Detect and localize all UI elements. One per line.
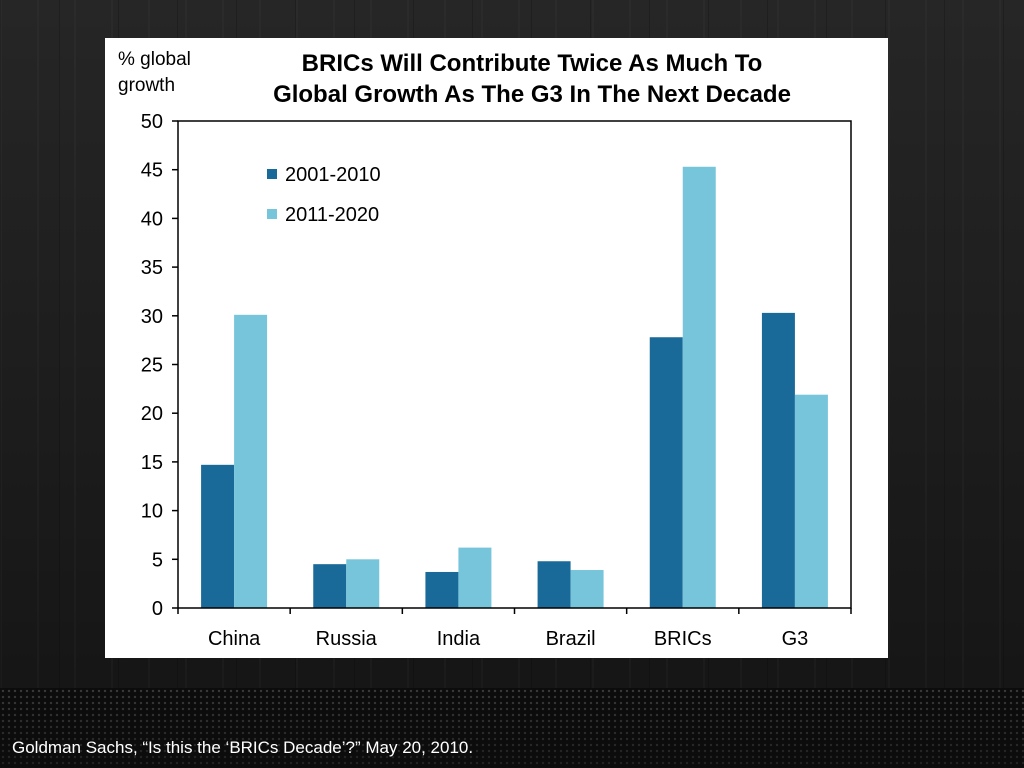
y-tick-label: 50 — [141, 111, 163, 133]
x-tick-label: Brazil — [546, 628, 596, 650]
x-tick-label: BRICs — [654, 628, 712, 650]
decorative-bottom-band — [0, 688, 1024, 768]
bar-chart: BRICs Will Contribute Twice As Much To G… — [118, 49, 852, 650]
y-tick-label: 10 — [141, 501, 163, 523]
bar-2001-2010-brazil — [537, 561, 571, 608]
y-tick-label: 20 — [141, 403, 163, 425]
chart-title-line-1: BRICs Will Contribute Twice As Much To — [302, 50, 763, 77]
bar-2011-2020-china — [234, 314, 268, 608]
legend-swatch-2001-2010 — [267, 169, 277, 179]
y-tick-label: 35 — [141, 257, 163, 279]
bar-2001-2010-china — [201, 464, 235, 608]
x-tick-label: India — [437, 628, 481, 650]
bar-2001-2010-g3 — [761, 312, 795, 608]
y-tick-label: 15 — [141, 452, 163, 474]
bar-2001-2010-russia — [313, 564, 347, 608]
y-tick-label: 5 — [152, 549, 163, 571]
y-tick-label: 0 — [152, 598, 163, 620]
bar-2011-2020-brics — [682, 166, 716, 608]
chart-panel: BRICs Will Contribute Twice As Much To G… — [105, 38, 888, 658]
bar-2001-2010-brics — [649, 337, 683, 608]
y-tick-label: 40 — [141, 208, 163, 230]
bar-2011-2020-g3 — [794, 394, 828, 608]
source-caption: Goldman Sachs, “Is this the ‘BRICs Decad… — [12, 738, 474, 757]
x-tick-label: G3 — [782, 628, 809, 650]
plot-frame — [177, 120, 852, 609]
x-tick-label: China — [208, 628, 261, 650]
y-tick-label: 25 — [141, 355, 163, 377]
bar-2001-2010-india — [425, 571, 459, 608]
bar-2011-2020-russia — [346, 559, 380, 608]
legend-label-2011-2020: 2011-2020 — [285, 204, 379, 226]
y-axis-label-line-1: % global — [118, 49, 191, 70]
x-tick-label: Russia — [316, 628, 378, 650]
y-tick-label: 45 — [141, 160, 163, 182]
plot-area: 0 5 10 15 20 25 30 35 40 45 50 China Russia India Braz… — [141, 111, 852, 650]
legend-swatch-2011-2020 — [267, 209, 277, 219]
chart-title-line-2: Global Growth As The G3 In The Next Deca… — [273, 81, 791, 108]
bar-2011-2020-brazil — [570, 570, 604, 608]
y-tick-label: 30 — [141, 306, 163, 328]
y-axis-label-line-2: growth — [118, 75, 175, 96]
bar-2011-2020-india — [458, 547, 492, 608]
legend-label-2001-2010: 2001-2010 — [285, 164, 381, 186]
